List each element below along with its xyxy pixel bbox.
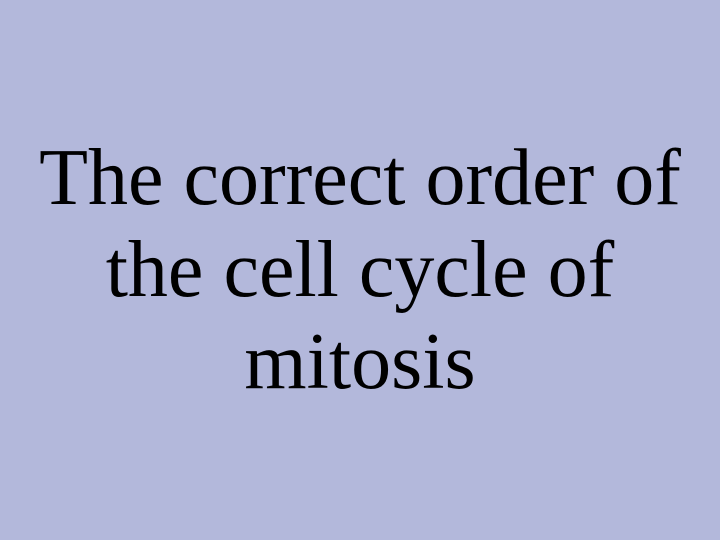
slide-title: The correct order of the cell cycle of m…	[20, 132, 700, 408]
slide-container: The correct order of the cell cycle of m…	[0, 0, 720, 540]
